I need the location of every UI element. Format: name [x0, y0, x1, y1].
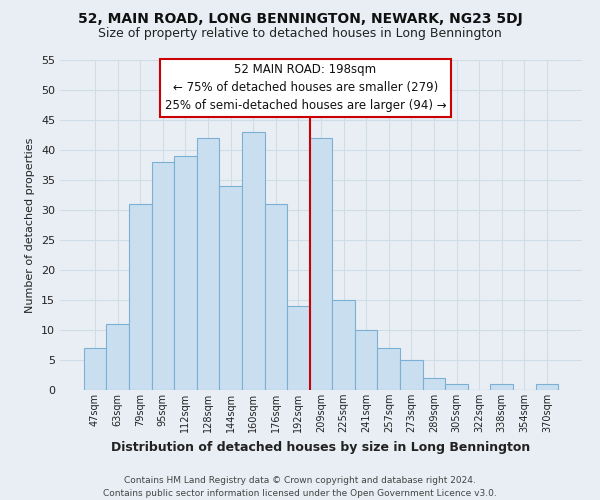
Bar	[174, 156, 197, 390]
Bar	[310, 138, 332, 390]
Bar	[265, 204, 287, 390]
Bar	[355, 330, 377, 390]
Bar	[220, 186, 242, 390]
Bar	[536, 384, 558, 390]
Bar	[445, 384, 468, 390]
Bar	[106, 324, 129, 390]
Bar	[377, 348, 400, 390]
Bar	[287, 306, 310, 390]
Bar	[242, 132, 265, 390]
Bar	[84, 348, 106, 390]
Bar	[152, 162, 174, 390]
Text: Contains HM Land Registry data © Crown copyright and database right 2024.
Contai: Contains HM Land Registry data © Crown c…	[103, 476, 497, 498]
Y-axis label: Number of detached properties: Number of detached properties	[25, 138, 35, 312]
Bar	[197, 138, 220, 390]
Bar	[129, 204, 152, 390]
Bar	[490, 384, 513, 390]
Bar	[422, 378, 445, 390]
X-axis label: Distribution of detached houses by size in Long Bennington: Distribution of detached houses by size …	[112, 440, 530, 454]
Text: Size of property relative to detached houses in Long Bennington: Size of property relative to detached ho…	[98, 28, 502, 40]
Text: 52, MAIN ROAD, LONG BENNINGTON, NEWARK, NG23 5DJ: 52, MAIN ROAD, LONG BENNINGTON, NEWARK, …	[77, 12, 523, 26]
Bar	[332, 300, 355, 390]
Text: 52 MAIN ROAD: 198sqm
← 75% of detached houses are smaller (279)
25% of semi-deta: 52 MAIN ROAD: 198sqm ← 75% of detached h…	[164, 64, 446, 112]
Bar	[400, 360, 422, 390]
